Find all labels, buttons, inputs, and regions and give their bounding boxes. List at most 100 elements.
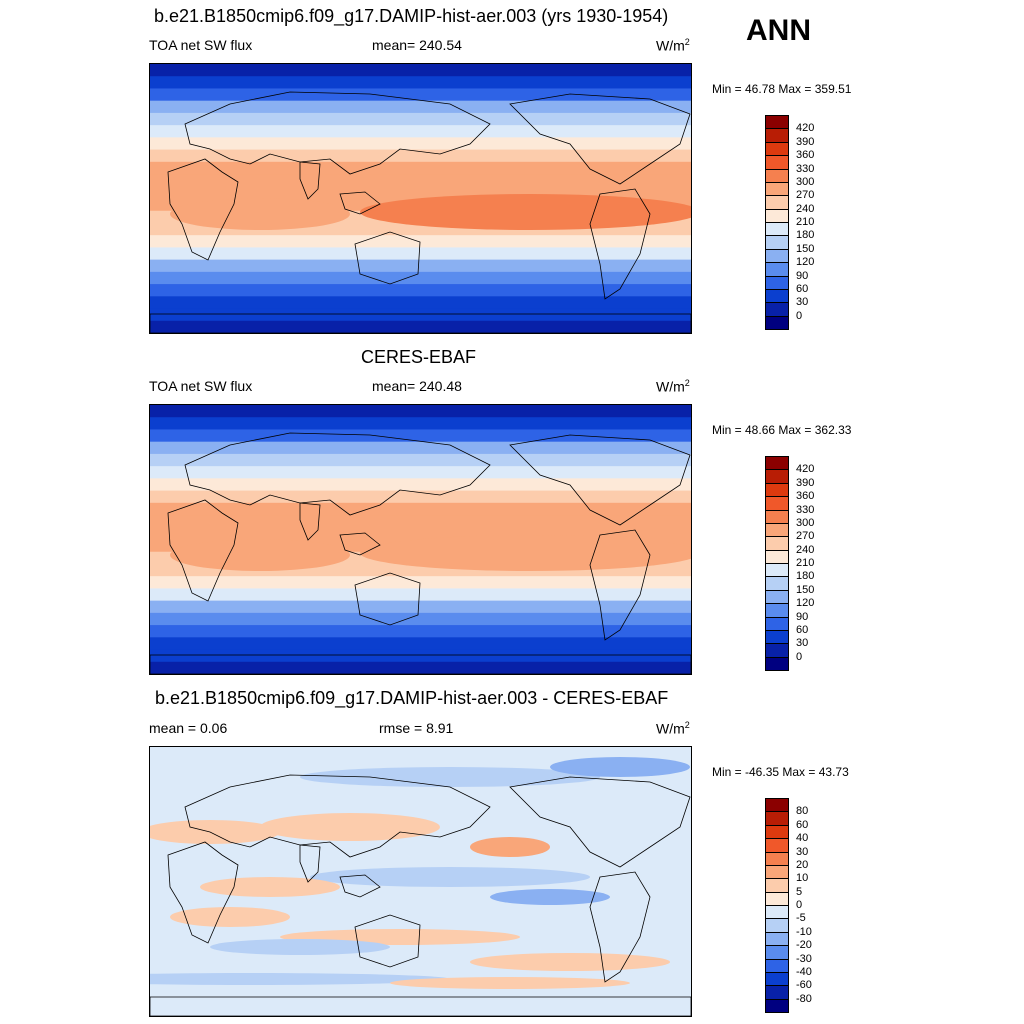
colorbar-swatch bbox=[765, 509, 789, 524]
flux-band bbox=[150, 235, 691, 249]
flux-band bbox=[150, 284, 691, 298]
colorbar-label: -80 bbox=[796, 992, 812, 1005]
colorbar-swatch bbox=[765, 522, 789, 538]
diff-anomaly bbox=[490, 889, 610, 905]
colorbar-label: 180 bbox=[796, 229, 815, 242]
colorbar-label: 360 bbox=[796, 149, 815, 162]
indian-ocean-max bbox=[170, 539, 350, 571]
coastline bbox=[509, 776, 691, 868]
coastline bbox=[589, 529, 651, 641]
colorbar-label: 210 bbox=[796, 216, 815, 228]
coastline bbox=[339, 532, 381, 556]
colorbar-label: 240 bbox=[796, 543, 815, 556]
flux-band bbox=[150, 515, 691, 529]
colorbar-label: -40 bbox=[796, 965, 812, 978]
flux-band bbox=[150, 612, 691, 627]
colorbar-swatch bbox=[765, 851, 789, 866]
panel2-map bbox=[149, 404, 692, 675]
flux-band bbox=[150, 125, 691, 139]
colorbar-label: -5 bbox=[796, 912, 806, 925]
flux-band bbox=[150, 441, 691, 455]
colorbar-swatch bbox=[765, 315, 789, 330]
panel1-map-svg bbox=[150, 64, 691, 333]
colorbar-swatch bbox=[765, 115, 789, 130]
flux-band bbox=[150, 576, 691, 590]
colorbar-swatch bbox=[765, 958, 789, 973]
colorbar-swatch bbox=[765, 589, 789, 605]
panel3-map bbox=[149, 746, 692, 1017]
panel1-variable-label: TOA net SW flux bbox=[149, 37, 253, 53]
coastline bbox=[167, 841, 239, 944]
colorbar-swatch bbox=[765, 155, 789, 170]
flux-band bbox=[150, 100, 691, 114]
colorbar-label: 180 bbox=[796, 570, 815, 583]
colorbar-swatch bbox=[765, 496, 789, 511]
colorbar-label: 150 bbox=[796, 242, 815, 255]
flux-band bbox=[150, 600, 691, 614]
diff-anomaly bbox=[470, 837, 550, 857]
colorbar-label: -30 bbox=[796, 952, 812, 965]
colorbar-swatch bbox=[765, 931, 789, 947]
flux-band bbox=[150, 661, 691, 674]
flux-band bbox=[150, 88, 691, 102]
flux-band bbox=[150, 453, 691, 468]
coastline bbox=[339, 874, 381, 898]
panel3-title: b.e21.B1850cmip6.f09_g17.DAMIP-hist-aer.… bbox=[155, 688, 669, 708]
colorbar-label: 30 bbox=[796, 296, 809, 309]
diff-anomaly bbox=[300, 767, 600, 787]
colorbar-swatch bbox=[765, 128, 789, 143]
season-label: ANN bbox=[746, 14, 811, 47]
colorbar-swatch bbox=[765, 998, 789, 1013]
flux-band bbox=[150, 149, 691, 163]
colorbar-label: 420 bbox=[796, 463, 815, 476]
colorbar-label: 0 bbox=[796, 309, 803, 322]
colorbar-swatch bbox=[765, 576, 789, 591]
diff-anomaly bbox=[150, 820, 280, 844]
colorbar-swatch bbox=[765, 838, 789, 853]
colorbar-label: 330 bbox=[796, 503, 815, 516]
coastline bbox=[299, 502, 321, 541]
coastline bbox=[184, 432, 491, 516]
diff-anomaly bbox=[310, 867, 590, 887]
diff-anomaly bbox=[260, 813, 440, 841]
panel2-colorbar: 420 390 360 330 300 270 240 210 180 150 120 90 60 30 0 bbox=[765, 456, 814, 671]
flux-band bbox=[150, 429, 691, 443]
coastline bbox=[299, 161, 321, 200]
tropical-max bbox=[360, 194, 691, 230]
diff-anomaly bbox=[170, 907, 290, 927]
colorbar-label: 300 bbox=[796, 516, 815, 529]
colorbar-swatch bbox=[765, 798, 789, 813]
colorbar-swatch bbox=[765, 878, 789, 893]
panel2-units: W/m2 bbox=[656, 378, 690, 395]
colorbar-swatch bbox=[765, 603, 789, 618]
colorbar-label: 0 bbox=[796, 899, 803, 911]
coastline bbox=[184, 774, 491, 858]
colorbar-label: 150 bbox=[796, 583, 815, 596]
panel2-mean-label: mean= 240.48 bbox=[372, 378, 462, 394]
colorbar-label: -60 bbox=[796, 979, 812, 992]
colorbar-swatch bbox=[765, 643, 789, 658]
coastline bbox=[509, 434, 691, 526]
colorbar-label: 60 bbox=[796, 282, 809, 295]
flux-band bbox=[150, 588, 691, 602]
diff-anomaly bbox=[470, 953, 670, 971]
coastline bbox=[167, 158, 239, 261]
flux-band bbox=[150, 490, 691, 504]
coastline bbox=[167, 499, 239, 602]
flux-band bbox=[150, 466, 691, 480]
colorbar-label: 390 bbox=[796, 135, 815, 148]
flux-band bbox=[150, 296, 691, 310]
colorbar-label: 270 bbox=[796, 530, 815, 543]
panel1-mean-label: mean= 240.54 bbox=[372, 37, 462, 53]
colorbar-swatch bbox=[765, 918, 789, 933]
flux-band bbox=[150, 478, 691, 492]
flux-band bbox=[150, 405, 691, 419]
flux-band bbox=[150, 625, 691, 639]
colorbar-label: 210 bbox=[796, 557, 815, 569]
indian-ocean-max bbox=[170, 198, 350, 230]
flux-band bbox=[150, 161, 691, 176]
colorbar-swatch bbox=[765, 549, 789, 564]
colorbar-label: 420 bbox=[796, 122, 815, 135]
flux-band bbox=[150, 417, 691, 431]
colorbar-swatch bbox=[765, 302, 789, 317]
